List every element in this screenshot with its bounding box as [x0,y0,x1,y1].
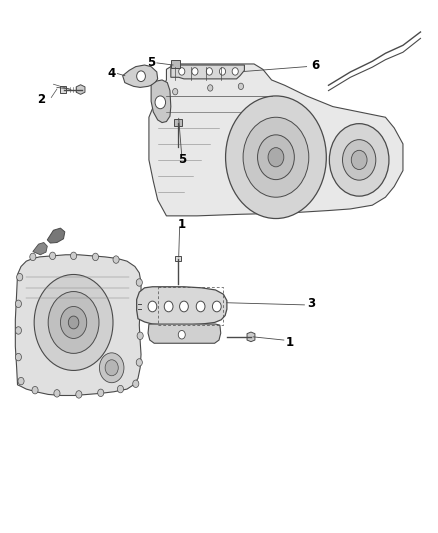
Polygon shape [60,86,67,93]
Circle shape [49,252,56,260]
Circle shape [15,327,21,334]
Circle shape [180,301,188,312]
Circle shape [206,68,212,75]
Polygon shape [137,287,227,325]
Circle shape [212,301,221,312]
Circle shape [173,88,178,95]
Circle shape [48,292,99,353]
Circle shape [136,279,142,286]
Circle shape [133,380,139,387]
Polygon shape [171,60,180,68]
Circle shape [238,83,244,90]
Text: 5: 5 [147,56,155,69]
Polygon shape [247,332,255,342]
Circle shape [15,300,21,308]
Text: 1: 1 [178,219,186,231]
Polygon shape [123,65,158,87]
Circle shape [137,332,143,340]
Circle shape [136,359,142,366]
Circle shape [105,360,118,376]
Polygon shape [148,324,221,343]
Circle shape [155,96,166,109]
Circle shape [92,253,99,261]
Circle shape [17,273,23,281]
Circle shape [113,256,119,263]
Polygon shape [171,65,244,79]
Polygon shape [174,119,182,126]
Circle shape [219,68,226,75]
Polygon shape [76,85,85,94]
Polygon shape [149,64,403,216]
Circle shape [15,353,21,361]
Circle shape [68,316,79,329]
Circle shape [351,150,367,169]
Circle shape [178,330,185,339]
Circle shape [343,140,376,180]
Polygon shape [175,256,181,261]
Circle shape [243,117,309,197]
Circle shape [76,391,82,398]
Polygon shape [47,228,65,243]
Text: 1: 1 [286,336,294,349]
Circle shape [196,301,205,312]
Circle shape [32,386,38,394]
Polygon shape [33,243,47,255]
Circle shape [137,71,145,82]
Polygon shape [151,80,171,123]
Circle shape [99,353,124,383]
Circle shape [18,377,24,385]
Circle shape [164,301,173,312]
Circle shape [232,68,238,75]
Circle shape [192,68,198,75]
Circle shape [117,385,124,393]
Text: 2: 2 [38,93,46,106]
Circle shape [148,301,157,312]
Circle shape [268,148,284,167]
Text: 5: 5 [178,154,186,166]
Text: 4: 4 [108,67,116,80]
Circle shape [208,85,213,91]
Circle shape [98,389,104,397]
Text: 3: 3 [307,297,315,310]
Text: 6: 6 [311,59,319,71]
Circle shape [226,96,326,219]
Circle shape [258,135,294,180]
Polygon shape [15,255,141,395]
Circle shape [54,390,60,397]
Circle shape [179,68,185,75]
Circle shape [60,306,87,338]
Circle shape [137,305,143,313]
Circle shape [30,253,36,261]
Circle shape [34,274,113,370]
Circle shape [329,124,389,196]
Circle shape [71,252,77,260]
